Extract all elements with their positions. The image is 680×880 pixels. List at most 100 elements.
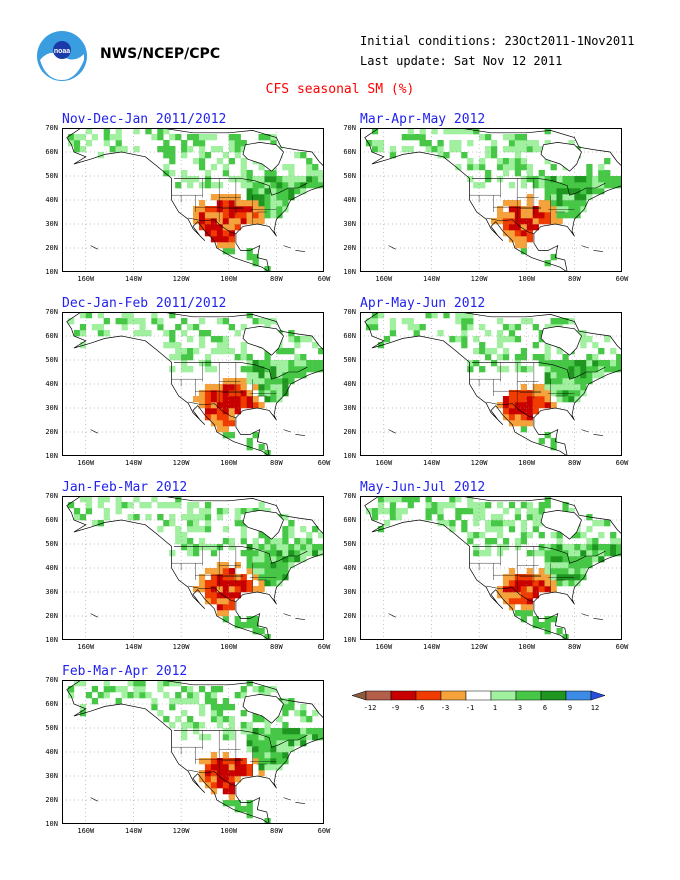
lat-tick-label: 40N	[45, 564, 58, 572]
legend-tick-label: 12	[591, 704, 599, 712]
legend-tick-label: -6	[416, 704, 424, 712]
lon-tick-label: 60W	[317, 275, 331, 283]
last-update: Last update: Sat Nov 12 2011	[360, 54, 563, 68]
lat-tick-label: 10N	[45, 268, 58, 276]
panel-title: Apr-May-Jun 2012	[360, 296, 486, 311]
lon-tick-label: 140W	[125, 459, 142, 467]
lon-tick-label: 80W	[270, 275, 283, 283]
panel-title: Jan-Feb-Mar 2012	[62, 480, 188, 495]
agency-name: NWS/NCEP/CPC	[100, 46, 221, 62]
lat-tick-label: 60N	[45, 700, 58, 708]
lon-tick-label: 140W	[125, 275, 142, 283]
lon-tick-label: 120W	[172, 643, 190, 651]
lon-tick-label: 140W	[423, 275, 440, 283]
lon-tick-label: 160W	[77, 827, 95, 835]
lat-tick-label: 70N	[343, 308, 356, 316]
lon-tick-label: 100W	[220, 643, 238, 651]
lat-tick-label: 60N	[343, 516, 356, 524]
lat-tick-label: 30N	[45, 404, 58, 412]
lat-tick-label: 60N	[45, 516, 58, 524]
legend-tick-label: 3	[518, 704, 522, 712]
soil-moisture-map	[360, 496, 622, 640]
lon-tick-label: 80W	[270, 827, 283, 835]
legend-tick-label: -1	[466, 704, 474, 712]
panel-title: Dec-Jan-Feb 2011/2012	[62, 296, 227, 311]
lon-tick-label: 100W	[220, 275, 238, 283]
lat-tick-label: 70N	[45, 676, 58, 684]
soil-moisture-map	[62, 496, 324, 640]
lon-tick-label: 60W	[317, 459, 331, 467]
lat-tick-label: 70N	[45, 492, 58, 500]
lat-tick-label: 20N	[45, 612, 58, 620]
soil-moisture-map	[360, 128, 622, 272]
color-legend: -12 -9 -6 -3 -1 1 3 6 9 12	[350, 688, 630, 718]
lon-tick-label: 100W	[518, 459, 536, 467]
legend-colorbar: -12 -9 -6 -3 -1 1 3 6 9 12	[351, 690, 606, 712]
lon-tick-label: 120W	[172, 827, 190, 835]
lon-tick-label: 160W	[77, 459, 95, 467]
lon-tick-label: 60W	[615, 643, 629, 651]
lon-tick-label: 80W	[270, 459, 283, 467]
lat-tick-label: 70N	[343, 124, 356, 132]
lat-tick-label: 10N	[343, 452, 356, 460]
lat-tick-label: 30N	[45, 772, 58, 780]
panel-title: May-Jun-Jul 2012	[360, 480, 486, 495]
lat-tick-label: 40N	[343, 564, 356, 572]
lon-tick-label: 160W	[77, 643, 95, 651]
lat-tick-label: 10N	[343, 268, 356, 276]
soil-moisture-map	[62, 680, 324, 824]
lat-tick-label: 40N	[343, 196, 356, 204]
lat-tick-label: 20N	[45, 428, 58, 436]
lon-tick-label: 120W	[172, 459, 190, 467]
lat-tick-label: 70N	[45, 308, 58, 316]
legend-tick-label: -12	[364, 704, 377, 712]
legend-tick-label: 1	[493, 704, 497, 712]
lon-tick-label: 80W	[568, 643, 581, 651]
lon-tick-label: 140W	[423, 459, 440, 467]
lat-tick-label: 30N	[343, 404, 356, 412]
panel-title: Feb-Mar-Apr 2012	[62, 664, 188, 679]
lat-tick-label: 30N	[343, 588, 356, 596]
soil-moisture-map	[62, 312, 324, 456]
lat-tick-label: 50N	[45, 540, 58, 548]
lat-tick-label: 20N	[45, 796, 58, 804]
lon-tick-label: 160W	[375, 643, 393, 651]
lon-tick-label: 140W	[125, 643, 142, 651]
lat-tick-label: 50N	[45, 356, 58, 364]
svg-text:noaa: noaa	[54, 48, 70, 55]
lat-tick-label: 60N	[45, 332, 58, 340]
legend-tick-label: -3	[441, 704, 449, 712]
lon-tick-label: 100W	[220, 459, 238, 467]
lat-tick-label: 60N	[45, 148, 58, 156]
lon-tick-label: 100W	[220, 827, 238, 835]
lon-tick-label: 100W	[518, 643, 536, 651]
lon-tick-label: 100W	[518, 275, 536, 283]
panel-title: Nov-Dec-Jan 2011/2012	[62, 112, 227, 127]
initial-conditions: Initial conditions: 23Oct2011-1Nov2011	[360, 34, 635, 48]
legend-tick-label: -9	[391, 704, 399, 712]
lon-tick-label: 120W	[470, 459, 488, 467]
lat-tick-label: 50N	[45, 172, 58, 180]
lat-tick-label: 20N	[45, 244, 58, 252]
figure-title: CFS seasonal SM (%)	[265, 82, 415, 97]
lat-tick-label: 70N	[45, 124, 58, 132]
lon-tick-label: 60W	[615, 275, 629, 283]
lat-tick-label: 50N	[343, 540, 356, 548]
lat-tick-label: 60N	[343, 332, 356, 340]
lat-tick-label: 70N	[343, 492, 356, 500]
lat-tick-label: 50N	[45, 724, 58, 732]
lat-tick-label: 20N	[343, 612, 356, 620]
lon-tick-label: 80W	[568, 275, 581, 283]
lon-tick-label: 140W	[423, 643, 440, 651]
lat-tick-label: 40N	[45, 380, 58, 388]
lon-tick-label: 120W	[470, 643, 488, 651]
lon-tick-label: 120W	[172, 275, 190, 283]
lon-tick-label: 60W	[317, 827, 331, 835]
soil-moisture-map	[62, 128, 324, 272]
noaa-logo: noaa	[36, 30, 88, 82]
lon-tick-label: 160W	[375, 459, 393, 467]
lat-tick-label: 40N	[45, 748, 58, 756]
legend-tick-label: 9	[568, 704, 572, 712]
soil-moisture-map	[360, 312, 622, 456]
legend-tick-label: 6	[543, 704, 547, 712]
